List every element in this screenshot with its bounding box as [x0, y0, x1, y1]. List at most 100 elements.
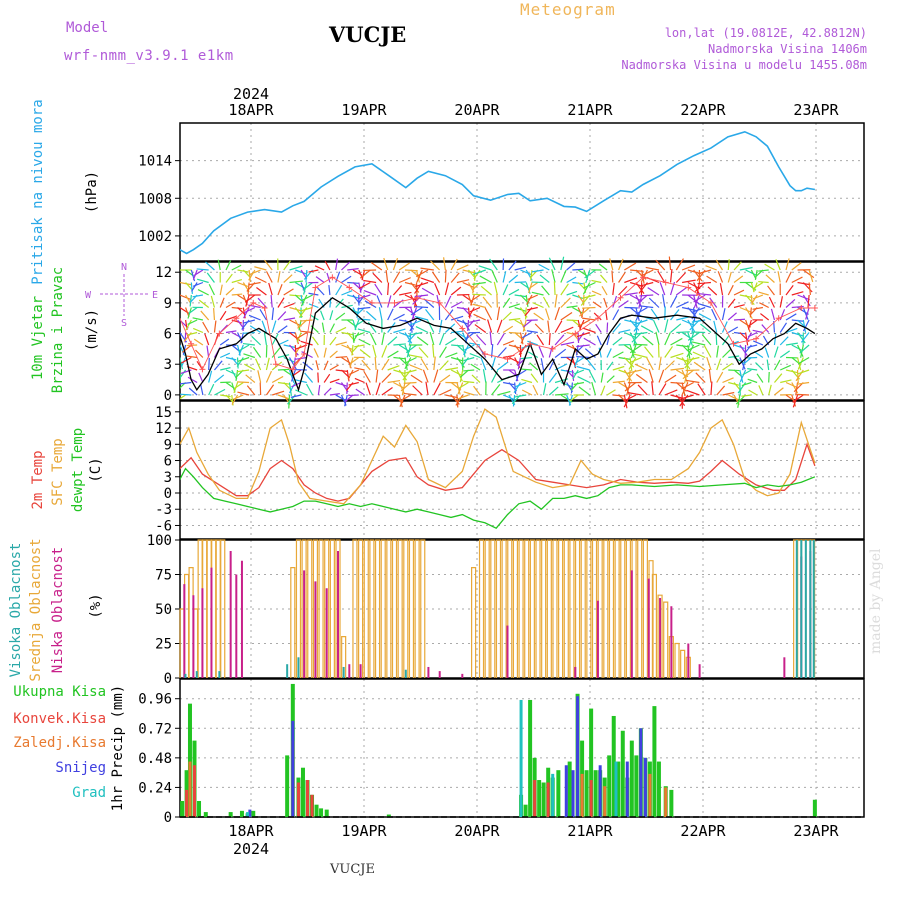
wind-barb: [774, 387, 784, 396]
wind-barb: [496, 347, 507, 358]
wind-barb: [425, 308, 435, 321]
temperature-ytick-label: 15: [155, 405, 172, 421]
wind-barb: [635, 307, 643, 321]
wind-barb: [747, 378, 758, 384]
wind-barb: [693, 294, 700, 309]
temperature-ytick-label: -3: [155, 502, 172, 518]
wind-barb: [548, 345, 553, 358]
wind-barb: [398, 277, 411, 284]
wind-barb: [791, 276, 803, 284]
wind-barb: [560, 341, 575, 346]
wind-barb: [582, 327, 596, 334]
wind-barb: [624, 277, 638, 284]
wind-barb: [733, 344, 745, 349]
cloud-mid-bar: [512, 539, 519, 678]
wind-barb: [521, 331, 533, 339]
wind-barb: [208, 283, 215, 296]
wind-barb: [347, 268, 359, 271]
wind-barb: [785, 271, 792, 283]
wind-barb: [465, 332, 475, 340]
wind-barb: [237, 281, 249, 288]
wind-barb: [370, 262, 383, 271]
wind-barb: [624, 331, 637, 339]
wind-barb: [317, 372, 319, 383]
wind-barb: [560, 269, 567, 283]
wind-barb: [733, 304, 745, 309]
precip-rain-conv-bar: [306, 780, 309, 817]
wind-barb: [381, 345, 388, 358]
wind-barb: [685, 379, 700, 384]
wind-barb: [582, 294, 596, 299]
wind-barb: [458, 381, 469, 389]
wind-barb: [637, 384, 648, 396]
precip-snow-bar: [625, 761, 629, 817]
wind-barb: [802, 282, 813, 293]
temp-sfc-axis-title: SFC Temp: [50, 438, 66, 505]
wind-barb: [686, 389, 700, 396]
precip-rain-strat-bar: [664, 787, 668, 817]
wind-barb: [525, 294, 529, 307]
wind-ytick-label: 0: [164, 388, 172, 404]
wind-barb: [404, 357, 408, 371]
wind-barb: [319, 310, 325, 321]
wind-barb: [635, 282, 645, 295]
wind-barb: [646, 357, 654, 371]
wind-barb: [770, 308, 776, 321]
wind-barb: [329, 350, 338, 358]
wind-barb: [681, 382, 686, 397]
wind-barb: [524, 307, 527, 320]
wind-barb: [636, 294, 648, 305]
wind-frame: [179, 261, 865, 401]
wind-barb: [301, 294, 313, 302]
wind-barb: [283, 356, 295, 363]
wind-barb: [785, 342, 798, 346]
wind-barb: [633, 331, 648, 336]
wind-barb: [573, 369, 585, 375]
wind-barb: [315, 360, 319, 371]
wind-barb: [584, 269, 596, 279]
cloud-mid-bar: [374, 539, 381, 678]
wind-barb: [744, 332, 749, 346]
wind-barb: [554, 320, 563, 333]
wind-barb: [768, 371, 770, 383]
cloud-mid-bar: [484, 539, 490, 678]
model-elevation: Nadmorska Visina u modelu 1455.08m: [621, 58, 867, 72]
wind-barb: [277, 368, 290, 371]
wind-barb: [548, 257, 556, 271]
wind-barb: [219, 338, 230, 346]
wind-barb: [777, 271, 781, 283]
wind-barb: [257, 370, 262, 383]
precip-rain-total-bar: [652, 706, 657, 817]
wind-barb: [758, 269, 769, 272]
wind-barb: [548, 372, 558, 383]
wind-barb: [775, 259, 781, 271]
wind-barb: [265, 357, 270, 371]
wind-barb: [255, 358, 262, 371]
model-version: wrf-nmm_v3.9.1 e1km: [64, 48, 234, 64]
cloud-mid-bar: [363, 539, 369, 678]
wind-barb: [403, 381, 417, 384]
wind-barb: [469, 352, 481, 359]
wind-axis-title: 10m Vjetar: [30, 296, 46, 380]
wind-barb: [716, 358, 722, 371]
cloud-mid-bar: [471, 566, 477, 678]
wind-barb: [697, 302, 712, 309]
wind-barb: [374, 356, 377, 371]
wind-barb: [791, 291, 804, 296]
wind-barb: [502, 297, 511, 308]
cloud-mid-bar: [637, 539, 643, 678]
cloud-mid-bar: [535, 539, 541, 678]
wind-barb: [802, 294, 811, 307]
precip-legend-2: Zaledj.Kisa: [13, 735, 106, 751]
wind-barb: [374, 283, 383, 296]
wind-barb: [531, 269, 544, 273]
wind-barb: [450, 286, 462, 296]
wind-barb: [456, 357, 465, 368]
wind-barb: [520, 332, 527, 344]
cloud-mid-bar: [301, 539, 307, 678]
wind-barb: [640, 325, 654, 334]
cloud-mid-bar: [529, 539, 535, 678]
wind-barb: [728, 369, 740, 372]
wind-barb: [414, 315, 429, 321]
wind-barb: [715, 332, 718, 346]
